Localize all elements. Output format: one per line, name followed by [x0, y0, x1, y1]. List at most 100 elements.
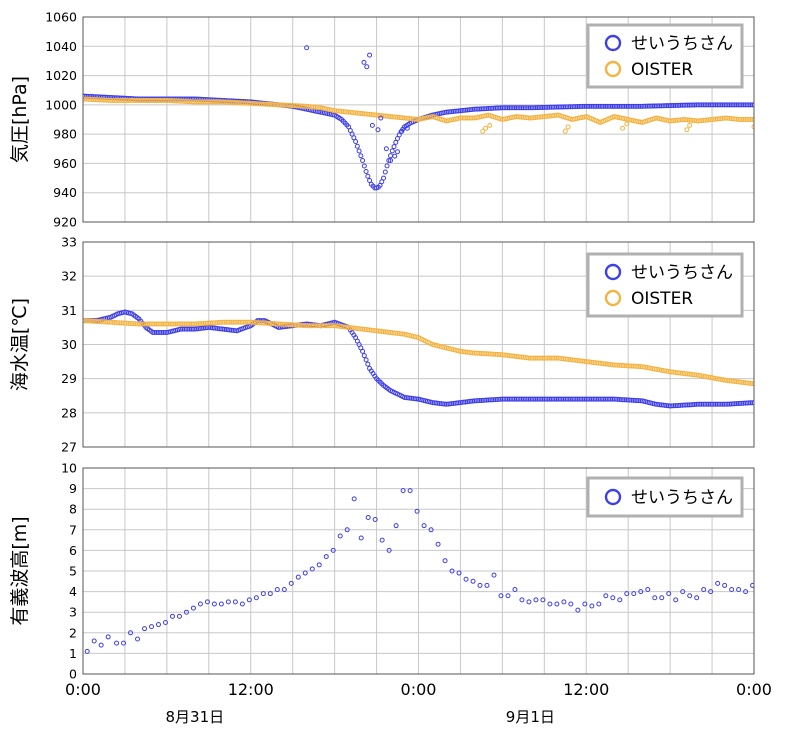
- temperature-point-oister: [157, 321, 163, 327]
- temperature-point-seiuchi: [517, 396, 523, 402]
- pressure-point-seiuchi: [484, 106, 490, 112]
- temperature-ytick-label: 27: [61, 440, 77, 455]
- pressure-point-seiuchi: [671, 103, 677, 108]
- pressure-point-seiuchi: [552, 104, 558, 110]
- temperature-ytick-label: 29: [61, 371, 77, 386]
- temperature-point-oister: [262, 320, 268, 326]
- pressure-point-seiuchi: [477, 106, 483, 112]
- temperature-point-oister: [288, 322, 294, 328]
- pressure-point-oister: [162, 97, 168, 103]
- wave-point-seiuchi: [344, 527, 350, 533]
- wave-point-seiuchi: [330, 547, 336, 553]
- pressure-point-oister: [229, 99, 235, 105]
- pressure-point-seiuchi: [625, 103, 631, 109]
- temperature-point-oister: [543, 355, 549, 361]
- pressure-point-oister: [457, 115, 463, 121]
- pressure-point-seiuchi: [748, 102, 754, 108]
- pressure-point-oister: [276, 102, 282, 108]
- temperature-point-seiuchi: [573, 396, 579, 402]
- pressure-point-seiuchi: [383, 146, 389, 152]
- temperature-point-seiuchi: [739, 400, 745, 406]
- pressure-point-seiuchi: [382, 169, 388, 175]
- temperature-point-seiuchi: [559, 396, 565, 402]
- temperature-point-oister: [545, 355, 551, 361]
- wave-frame: [82, 467, 755, 675]
- pressure-point-oister: [237, 100, 243, 106]
- x-tick-label: 0:00: [401, 680, 437, 699]
- pressure-point-seiuchi: [545, 104, 551, 110]
- pressure-point-oister: [684, 127, 690, 133]
- wave-point-seiuchi: [211, 601, 217, 607]
- pressure-point-seiuchi: [361, 59, 367, 65]
- wave-point-seiuchi: [736, 587, 742, 593]
- pressure-legend-marker-oister: [604, 60, 622, 78]
- temperature-point-seiuchi: [671, 403, 677, 409]
- pressure-point-oister: [208, 99, 214, 105]
- pressure-point-seiuchi: [531, 105, 537, 111]
- pressure-point-seiuchi: [381, 175, 387, 181]
- temperature-point-seiuchi: [552, 396, 558, 402]
- pressure-point-oister: [687, 122, 693, 128]
- temperature-frame: [82, 241, 755, 448]
- temperature-point-seiuchi: [599, 396, 605, 402]
- temperature-point-oister: [87, 318, 93, 324]
- temperature-point-seiuchi: [491, 397, 497, 403]
- temperature-point-seiuchi: [538, 396, 544, 402]
- wave-ylabel: 有義波高[m]: [9, 516, 31, 625]
- temperature-point-seiuchi: [510, 396, 516, 402]
- pressure-point-seiuchi: [713, 102, 719, 108]
- x-tick-label: 12:00: [228, 680, 274, 699]
- wave-point-seiuchi: [98, 642, 104, 648]
- temperature-point-oister: [531, 355, 537, 361]
- wave-point-seiuchi: [302, 570, 308, 576]
- pressure-point-seiuchi: [492, 105, 498, 111]
- wave-point-seiuchi: [105, 634, 111, 640]
- pressure-point-oister: [277, 102, 283, 108]
- temperature-point-seiuchi: [557, 396, 563, 402]
- temperature-point-oister: [540, 355, 546, 361]
- temperature-point-oister: [167, 321, 173, 327]
- pressure-point-oister: [250, 100, 255, 106]
- pressure-point-seiuchi: [361, 163, 367, 169]
- pressure-ytick-label: 960: [53, 156, 77, 171]
- pressure-legend-label-seiuchi: せいうちさん: [631, 34, 733, 54]
- wave-point-seiuchi: [253, 595, 259, 601]
- temperature-point-oister: [304, 323, 310, 329]
- temperature-point-oister: [749, 381, 754, 387]
- temperature-point-seiuchi: [188, 326, 194, 332]
- pressure-point-oister: [248, 100, 254, 106]
- temperature-point-oister: [103, 319, 109, 325]
- pressure-point-oister: [624, 121, 630, 127]
- pressure-point-oister: [620, 125, 626, 131]
- wave-point-seiuchi: [519, 597, 525, 603]
- wave-point-seiuchi: [512, 587, 518, 593]
- temperature-point-seiuchi: [157, 330, 163, 336]
- pressure-point-seiuchi: [667, 103, 673, 109]
- temperature-point-seiuchi: [746, 400, 752, 406]
- pressure-point-oister: [83, 96, 88, 102]
- temperature-point-oister: [538, 355, 544, 361]
- pressure-point-oister: [751, 117, 754, 122]
- pressure-point-oister: [155, 97, 161, 103]
- pressure-ytick-label: 1060: [45, 10, 77, 25]
- wave-point-seiuchi: [84, 648, 90, 654]
- pressure-point-seiuchi: [720, 102, 726, 108]
- pressure-point-oister: [526, 115, 532, 121]
- wave-point-seiuchi: [135, 636, 141, 642]
- pressure-point-seiuchi: [665, 103, 671, 109]
- temperature-point-seiuchi: [499, 396, 505, 402]
- pressure-point-oister: [746, 117, 752, 122]
- pressure-point-seiuchi: [580, 103, 586, 109]
- pressure-point-seiuchi: [679, 102, 685, 108]
- pressure-point-oister: [262, 101, 268, 107]
- wave-point-seiuchi: [603, 593, 609, 599]
- temperature-ytick-label: 28: [61, 405, 77, 420]
- wave-point-seiuchi: [421, 523, 427, 529]
- pressure-point-seiuchi: [392, 153, 398, 159]
- wave-point-seiuchi: [533, 597, 539, 603]
- pressure-point-oister: [693, 118, 699, 124]
- temperature-point-seiuchi: [611, 396, 617, 402]
- wave-point-seiuchi: [715, 580, 721, 586]
- wave-point-seiuchi: [114, 640, 120, 646]
- temperature-point-seiuchi: [505, 396, 511, 402]
